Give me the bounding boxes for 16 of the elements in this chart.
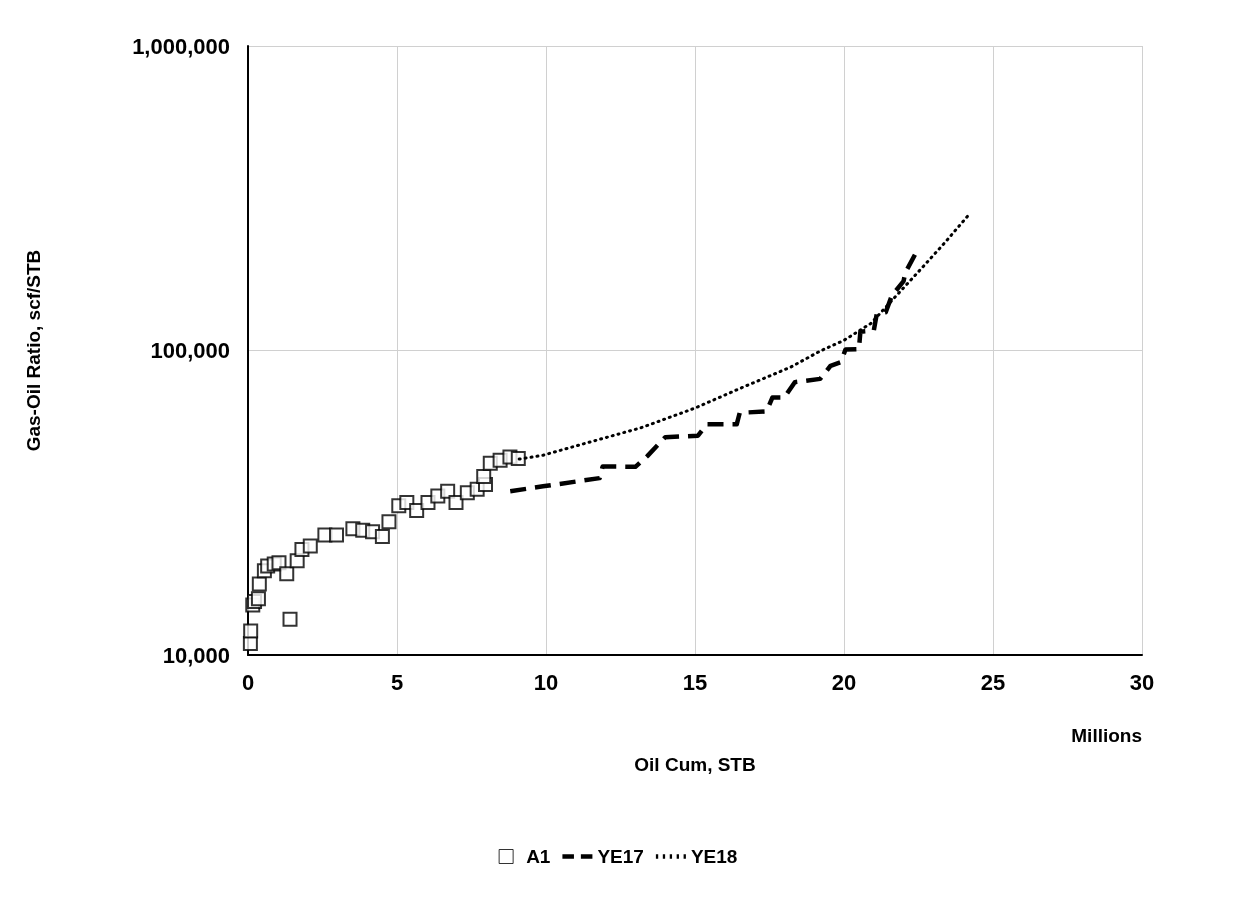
y-axis-title: Gas-Oil Ratio, scf/STB — [23, 249, 44, 452]
x-tick-label: 30 — [1129, 669, 1155, 695]
y-tick-label: 1,000,000 — [132, 33, 230, 59]
y-tick-label: 10,000 — [162, 642, 230, 668]
legend-label: A1 — [526, 846, 551, 867]
text: Millions — [1071, 725, 1143, 746]
legend-label: YE17 — [597, 846, 644, 867]
x-axis-title: Oil Cum, STB — [634, 754, 756, 775]
y-tick-label: 100,000 — [150, 338, 230, 363]
x-tick-label: 0 — [241, 669, 255, 695]
x-tick-label: 20 — [831, 669, 857, 695]
x-tick-label: 5 — [390, 669, 404, 695]
x-tick-label: 25 — [980, 669, 1006, 695]
x-tick-label: 15 — [682, 669, 708, 695]
x-tick-label: 10 — [533, 669, 559, 695]
legend-label: YE18 — [690, 846, 738, 867]
